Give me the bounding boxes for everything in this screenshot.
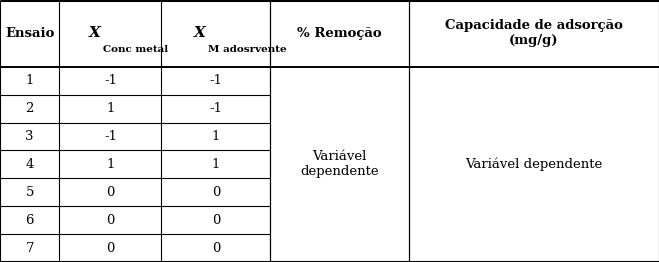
Text: 0: 0	[106, 186, 115, 199]
Text: 1: 1	[106, 158, 115, 171]
Text: 1: 1	[26, 74, 34, 87]
Text: 0: 0	[212, 242, 220, 255]
Text: 0: 0	[212, 214, 220, 227]
Text: -1: -1	[104, 74, 117, 87]
Text: 2: 2	[26, 102, 34, 115]
Text: 0: 0	[212, 186, 220, 199]
Text: 1: 1	[106, 102, 115, 115]
Text: M adosrvente: M adosrvente	[208, 45, 287, 54]
Text: Variável dependente: Variável dependente	[465, 158, 602, 171]
Text: 7: 7	[26, 242, 34, 255]
Text: % Remoção: % Remoção	[297, 27, 382, 40]
Text: 5: 5	[26, 186, 34, 199]
Text: Capacidade de adsorção
(mg/g): Capacidade de adsorção (mg/g)	[445, 19, 623, 47]
Text: Conc metal: Conc metal	[103, 45, 168, 54]
Text: Ensaio: Ensaio	[5, 27, 54, 40]
Text: 4: 4	[26, 158, 34, 171]
Text: 0: 0	[106, 242, 115, 255]
Text: 6: 6	[26, 214, 34, 227]
Text: 3: 3	[26, 130, 34, 143]
Text: -1: -1	[104, 130, 117, 143]
Text: X: X	[194, 26, 206, 40]
Text: X: X	[89, 26, 101, 40]
Text: 1: 1	[212, 130, 220, 143]
Text: 0: 0	[106, 214, 115, 227]
Text: Variável
dependente: Variável dependente	[300, 150, 379, 178]
Text: 1: 1	[212, 158, 220, 171]
Text: -1: -1	[210, 102, 222, 115]
Text: -1: -1	[210, 74, 222, 87]
